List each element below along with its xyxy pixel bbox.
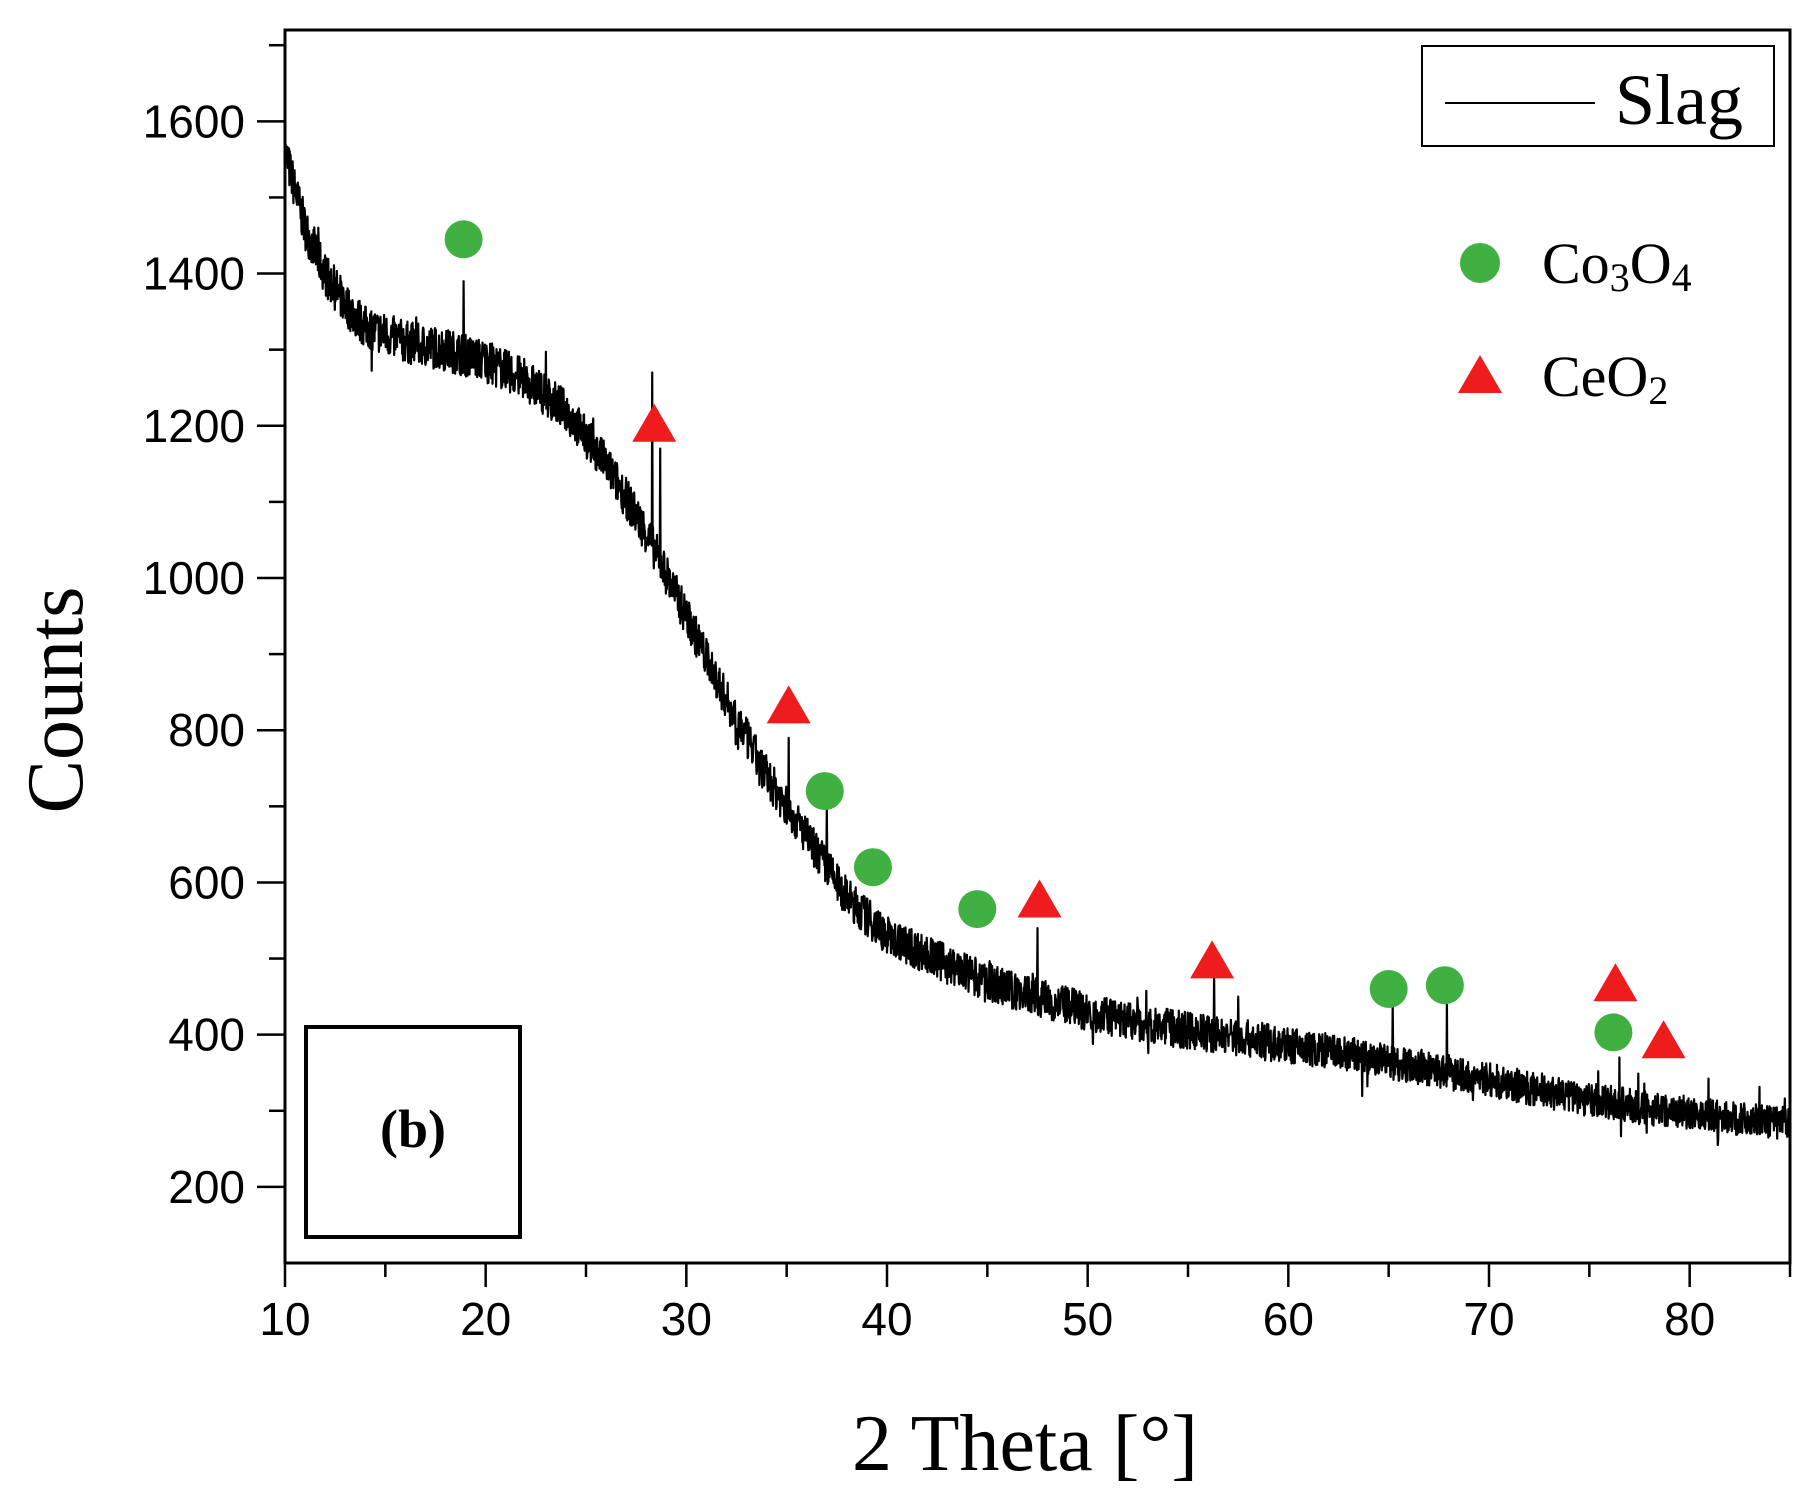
y-tick-label: 400: [168, 1009, 245, 1061]
legend-co3o4-base: Co: [1542, 231, 1610, 296]
x-tick-label: 80: [1664, 1293, 1715, 1345]
y-tick-label: 1000: [143, 552, 245, 604]
ceo2-marker: [766, 685, 811, 724]
co3o4-marker: [1369, 970, 1408, 1008]
x-axis-title: 2 Theta [°]: [852, 1400, 1198, 1488]
y-axis: 200 400 600 800 1000 1200 1400 1600: [143, 43, 285, 1213]
legend-box: Slag: [1421, 45, 1775, 147]
co3o4-marker: [1425, 966, 1464, 1005]
plot-frame: [283, 28, 1792, 1265]
legend-co3o4-marker: [1460, 243, 1500, 283]
co3o4-marker: [853, 848, 892, 887]
svg-text:CeO2: CeO2: [1542, 344, 1668, 413]
x-tick-label: 70: [1463, 1293, 1514, 1345]
x-tick-label: 20: [460, 1293, 511, 1345]
x-tick-label: 50: [1062, 1293, 1113, 1345]
ceo2-marker: [632, 403, 677, 442]
y-tick-label: 1200: [143, 400, 245, 452]
co3o4-marker: [444, 220, 483, 259]
phase-markers: [444, 220, 1686, 1059]
legend-ceo2: CeO2: [1458, 344, 1668, 413]
x-tick-label: 10: [259, 1293, 310, 1345]
svg-text:Co3O4: Co3O4: [1542, 231, 1692, 300]
legend-co3o4-sub2: 4: [1672, 255, 1692, 300]
co3o4-marker: [1594, 1013, 1633, 1052]
x-axis: 10 20 30 40 50 60 70 80: [259, 1263, 1792, 1345]
co3o4-marker: [958, 890, 997, 929]
y-axis-title: Counts: [12, 587, 100, 814]
ceo2-marker: [1190, 940, 1235, 979]
x-tick-label: 40: [861, 1293, 912, 1345]
ceo2-marker: [1017, 879, 1062, 918]
panel-label-box: (b): [304, 1025, 522, 1239]
y-tick-label: 200: [168, 1161, 245, 1213]
legend-co3o4: Co3O4: [1460, 231, 1692, 300]
panel-label: (b): [380, 1099, 446, 1159]
legend-co3o4-sub1: 3: [1610, 255, 1630, 300]
slag-series-line: [283, 143, 1792, 1147]
legend-ceo2-marker: [1458, 355, 1502, 393]
ceo2-marker: [1593, 963, 1638, 1002]
legend-slag-label: Slag: [1615, 60, 1743, 140]
y-tick-label: 1600: [143, 95, 245, 147]
legend-ceo2-sub: 2: [1648, 368, 1668, 413]
x-tick-label: 60: [1263, 1293, 1314, 1345]
y-tick-label: 1400: [143, 248, 245, 300]
legend-ceo2-base: CeO: [1542, 344, 1648, 409]
co3o4-marker: [805, 772, 844, 811]
ceo2-marker: [1641, 1020, 1686, 1059]
x-tick-label: 30: [661, 1293, 712, 1345]
legend-co3o4-mid: O: [1630, 231, 1672, 296]
y-tick-label: 800: [168, 704, 245, 756]
y-tick-label: 600: [168, 856, 245, 908]
